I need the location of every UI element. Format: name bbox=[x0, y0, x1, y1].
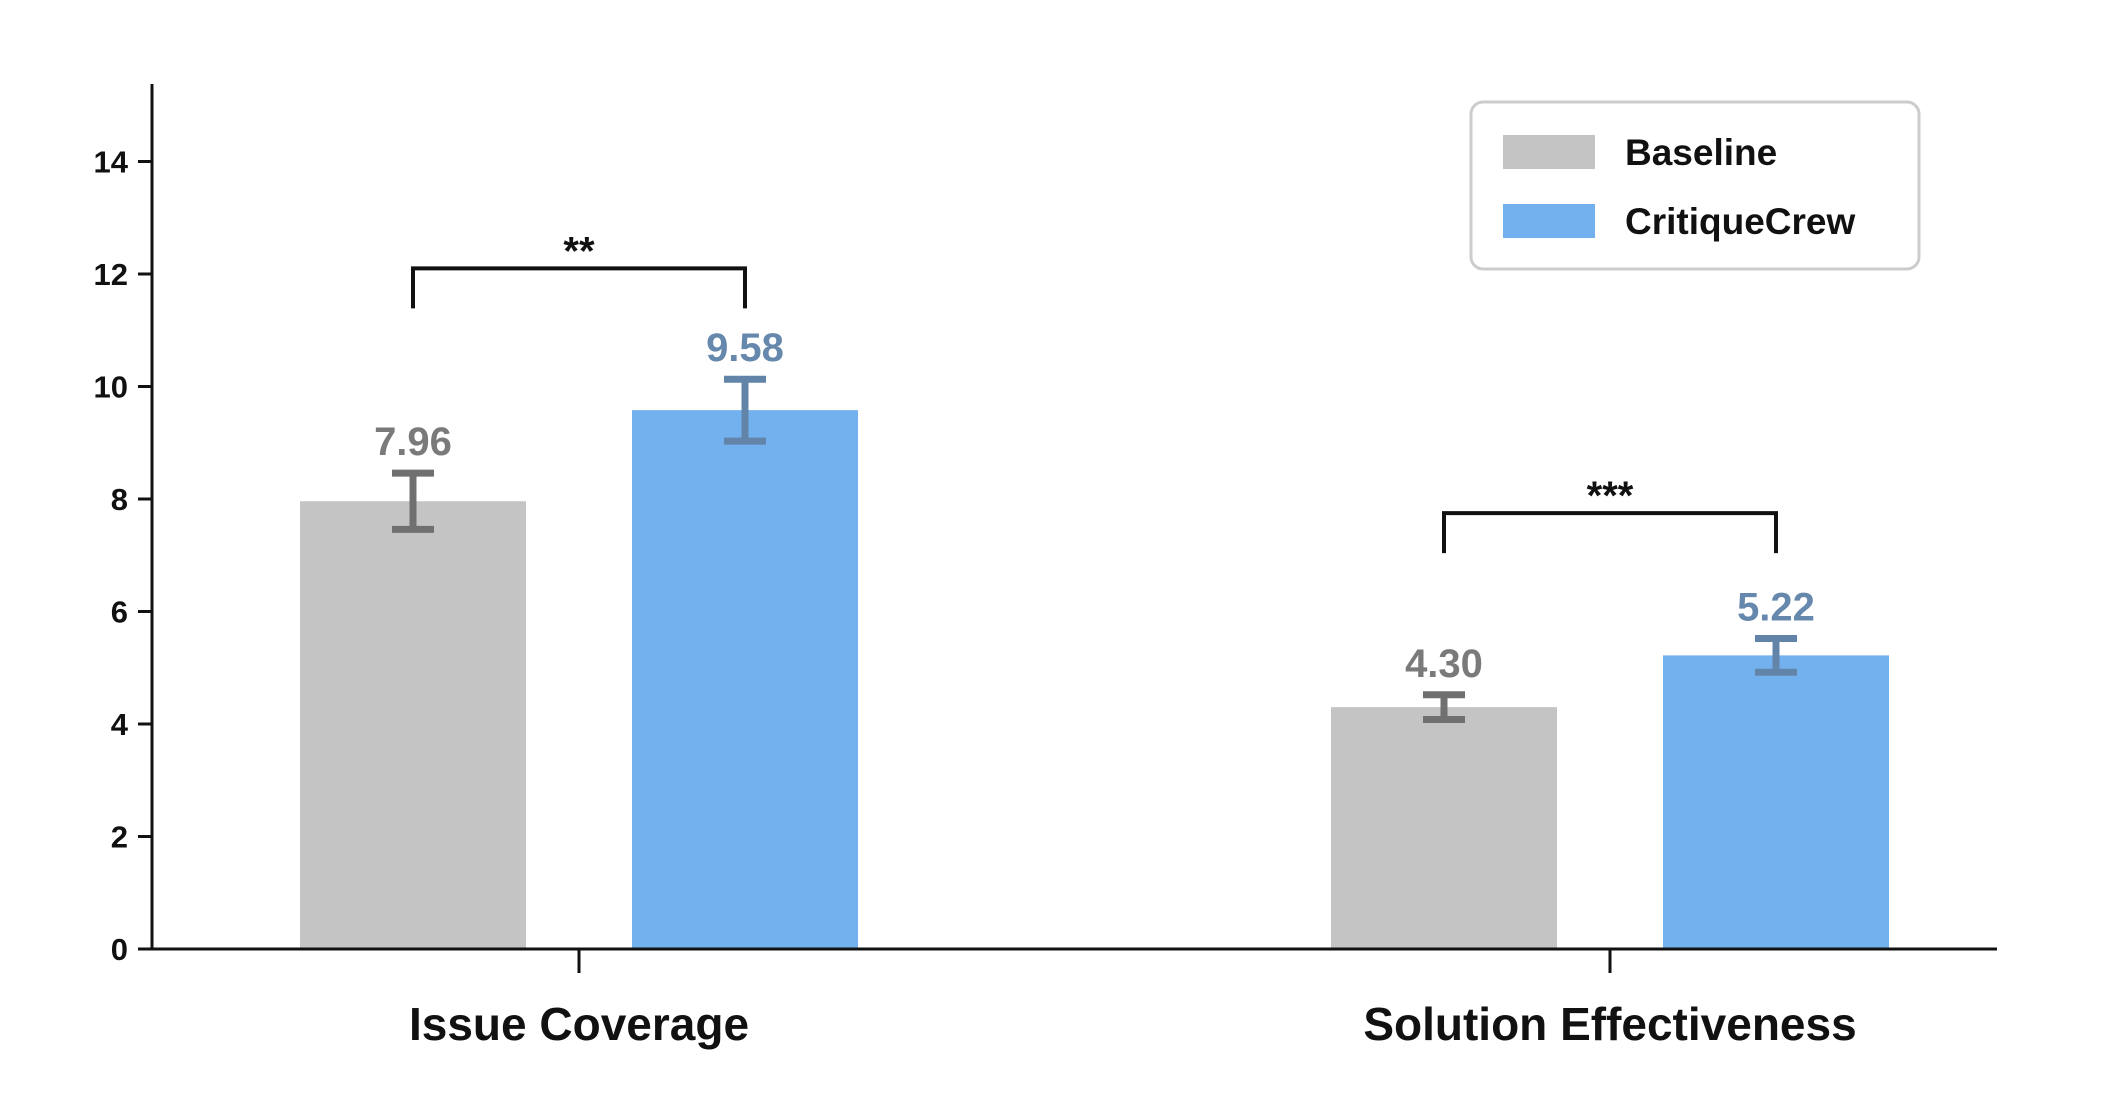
error-bar-baseline-solution-effectiveness bbox=[1423, 691, 1465, 723]
bars-layer bbox=[300, 410, 1889, 949]
y-tick-label-10: 10 bbox=[94, 370, 128, 405]
error-bars-layer bbox=[392, 375, 1797, 723]
bar-critiquecrew-issue-coverage bbox=[632, 410, 858, 949]
bar-baseline-solution-effectiveness bbox=[1331, 707, 1557, 949]
error-bar-baseline-issue-coverage bbox=[392, 469, 434, 533]
significance-layer: ***** bbox=[411, 229, 1778, 554]
x-tick-label-issue-coverage: Issue Coverage bbox=[409, 998, 749, 1050]
value-label-baseline-solution-effectiveness: 4.30 bbox=[1405, 642, 1483, 686]
significance-label-solution-effectiveness: *** bbox=[1587, 474, 1634, 518]
axes-layer: 0 2 4 6 8 10 12 14 Issue Coverage Solution Effect… bbox=[94, 84, 1997, 1050]
error-bar-critiquecrew-issue-coverage bbox=[724, 375, 766, 445]
value-label-baseline-issue-coverage: 7.96 bbox=[374, 420, 452, 464]
value-label-critiquecrew-issue-coverage: 9.58 bbox=[706, 326, 784, 370]
legend-label-baseline: Baseline bbox=[1625, 132, 1777, 173]
y-tick-label-4: 4 bbox=[111, 707, 129, 742]
legend-swatch-critiquecrew bbox=[1503, 204, 1595, 238]
legend-swatch-baseline bbox=[1503, 135, 1595, 169]
y-tick-label-2: 2 bbox=[111, 820, 128, 855]
legend: Baseline CritiqueCrew bbox=[1469, 100, 1921, 271]
x-tick-label-solution-effectiveness: Solution Effectiveness bbox=[1363, 998, 1856, 1050]
bar-baseline-issue-coverage bbox=[300, 501, 526, 949]
significance-label-issue-coverage: ** bbox=[563, 229, 595, 273]
legend-frame bbox=[1469, 100, 1921, 271]
bar-critiquecrew-solution-effectiveness bbox=[1663, 655, 1889, 949]
value-label-critiquecrew-solution-effectiveness: 5.22 bbox=[1737, 586, 1815, 630]
significance-bracket-solution-effectiveness bbox=[1442, 511, 1778, 554]
legend-label-critiquecrew: CritiqueCrew bbox=[1625, 201, 1855, 242]
y-tick-label-14: 14 bbox=[94, 145, 129, 180]
error-bar-critiquecrew-solution-effectiveness bbox=[1755, 635, 1797, 676]
value-labels-layer: 7.96 4.30 9.58 5.22 bbox=[374, 326, 1815, 686]
significance-bracket-issue-coverage bbox=[411, 266, 747, 309]
y-tick-label-6: 6 bbox=[111, 595, 128, 630]
y-tick-label-8: 8 bbox=[111, 482, 128, 517]
y-tick-label-12: 12 bbox=[94, 257, 128, 292]
y-tick-label-0: 0 bbox=[111, 932, 128, 967]
